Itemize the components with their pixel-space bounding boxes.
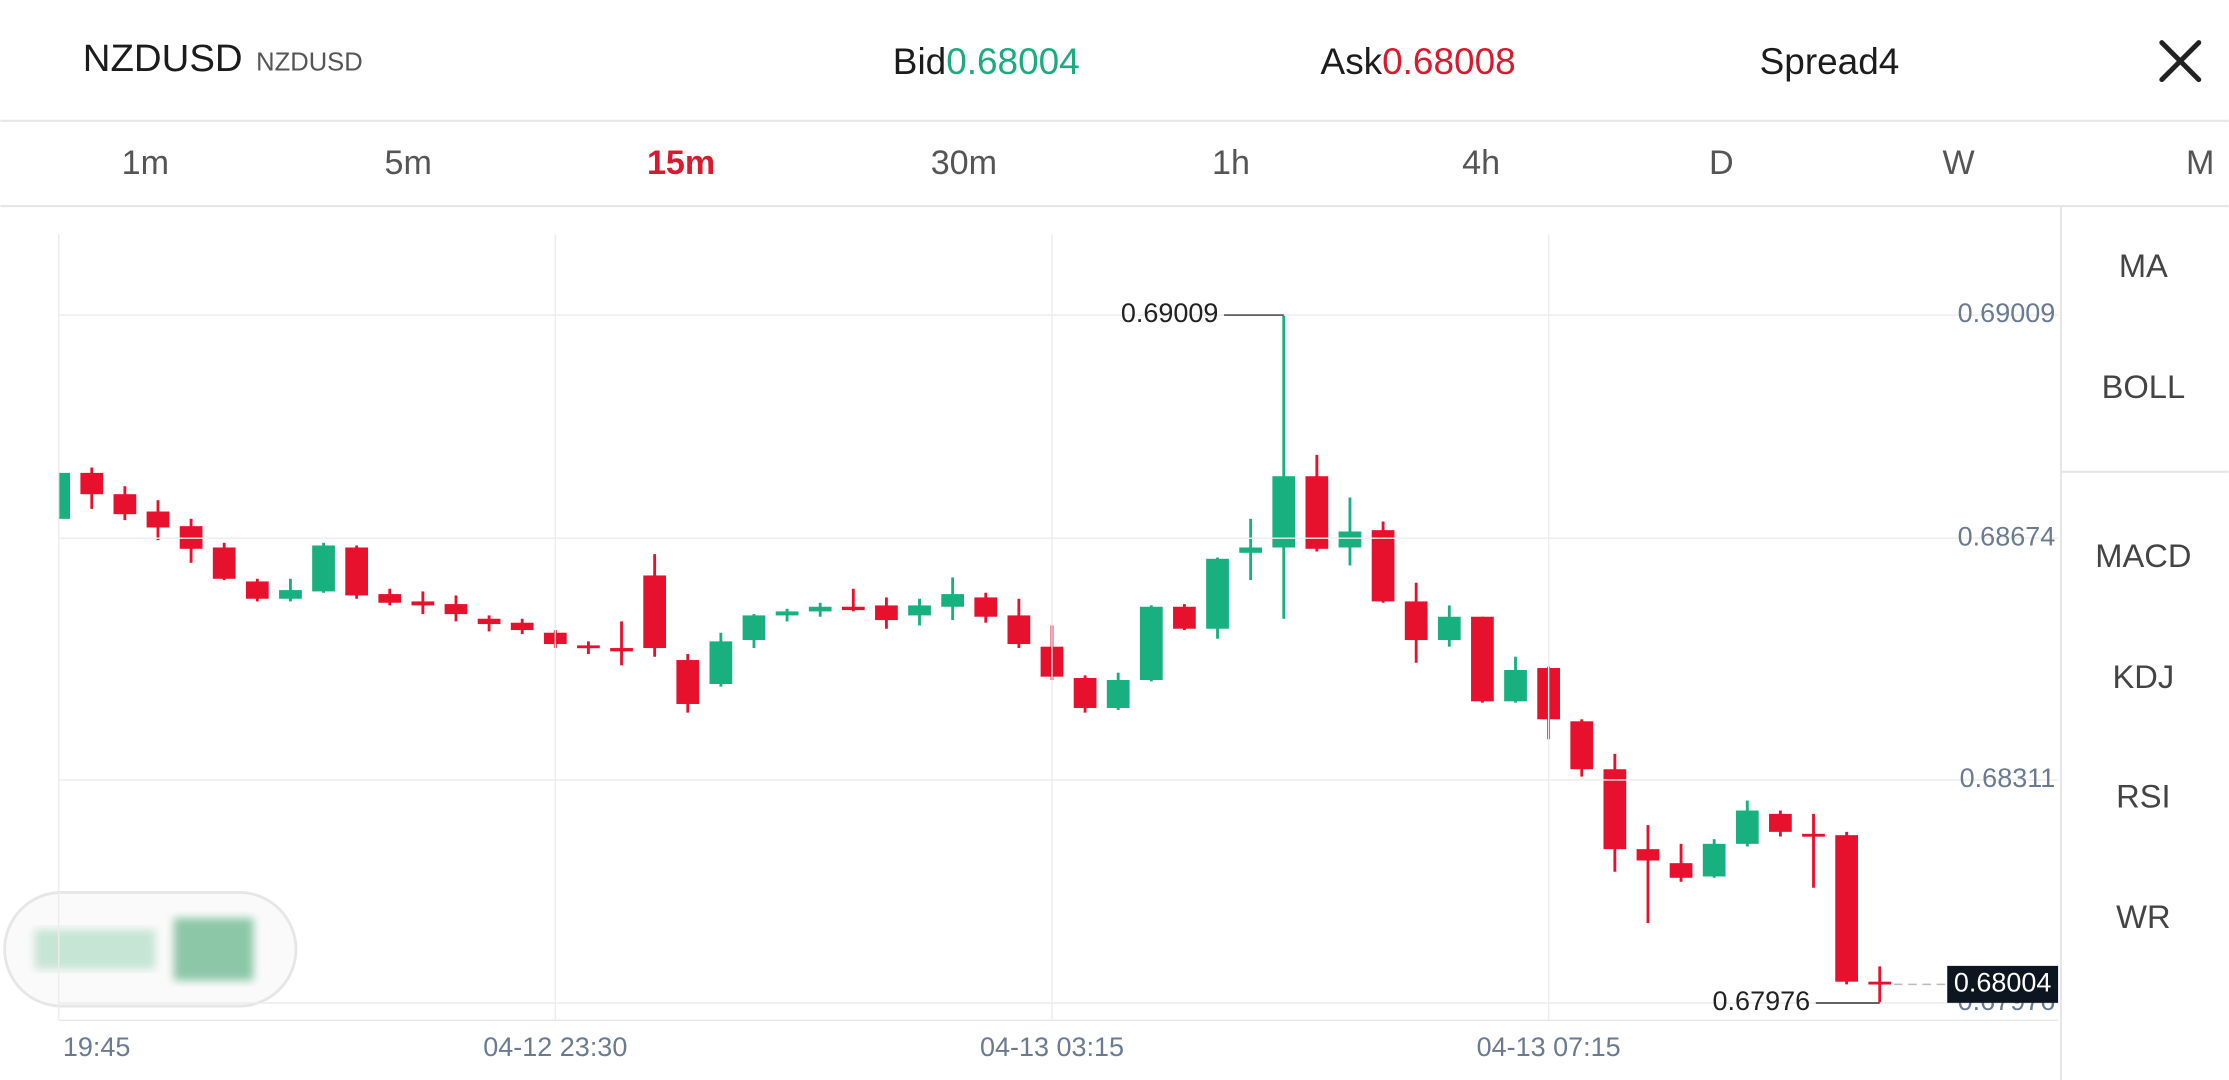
ask-value: 0.68008 [1382, 41, 1516, 82]
candle-body [941, 594, 965, 607]
high-marker-label: 0.69009 [1121, 298, 1219, 328]
close-icon[interactable] [2159, 40, 2202, 83]
indicator-button[interactable]: WR [2116, 898, 2170, 935]
timeframe-tab[interactable]: M [2186, 144, 2214, 182]
candle-body [245, 581, 269, 599]
candle-body [411, 601, 435, 606]
indicator-button[interactable]: KDJ [2112, 658, 2174, 695]
x-tick-label: 19:45 [63, 1032, 131, 1062]
candle-body [643, 575, 667, 649]
candle-body [808, 606, 832, 612]
candle-body [58, 472, 71, 519]
candle-body [1272, 476, 1296, 548]
close-button[interactable] [2159, 40, 2202, 83]
bid-label: Bid0.68004 [893, 41, 1080, 82]
candle-body [742, 615, 766, 641]
candle-body [676, 660, 700, 704]
candle-body [875, 605, 898, 621]
timeframe-tab[interactable]: 1h [1212, 144, 1250, 182]
candle-body [279, 590, 302, 599]
timeframe-tab[interactable]: 30m [931, 144, 997, 182]
candle-body [610, 648, 633, 652]
low-marker-label: 0.67976 [1713, 986, 1811, 1016]
candle-body [1206, 558, 1229, 629]
indicator-button[interactable]: BOLL [2102, 368, 2186, 405]
candle-body [1139, 606, 1163, 681]
candle-body [1802, 833, 1825, 837]
y-tick-label: 0.68674 [1958, 521, 2056, 551]
x-tick-label: 04-13 07:15 [1477, 1032, 1621, 1062]
widget-text [34, 929, 156, 970]
last-price-label: 0.68004 [1954, 967, 2052, 997]
candle-body [212, 547, 236, 579]
bid-label: Bid [893, 41, 946, 82]
x-tick-label: 04-12 23:30 [483, 1032, 627, 1062]
candle-body [146, 511, 170, 528]
candle-body [477, 618, 501, 625]
candle-body [1702, 843, 1726, 877]
last-price-box [1947, 965, 2059, 1003]
candle-body [1669, 863, 1693, 878]
timeframe-tab[interactable]: 4h [1462, 144, 1500, 182]
candle-body [908, 605, 931, 616]
spread-label: Spread [1760, 41, 1879, 82]
candle-body [1769, 813, 1792, 832]
indicator-button[interactable]: MACD [2095, 537, 2191, 574]
widget-icon [173, 918, 254, 981]
symbol: NZDUSD [83, 37, 243, 80]
candle-body [1404, 601, 1428, 641]
candle-body [841, 606, 865, 611]
spread-value: 4 [1879, 41, 1900, 82]
candle-body [1106, 680, 1130, 708]
timeframe-tab[interactable]: W [1943, 144, 1976, 182]
candle-body [1305, 476, 1329, 549]
candle-body [1570, 721, 1594, 770]
y-tick-label: 0.69009 [1958, 298, 2056, 328]
spread: Spread4 [1760, 41, 1900, 82]
bid-value: 0.68004 [946, 41, 1080, 82]
candle-body [974, 597, 998, 617]
candle-body [577, 645, 600, 649]
candle-body [1636, 849, 1660, 861]
candle-body [345, 547, 369, 596]
candle-body [1173, 606, 1196, 629]
candle-body [510, 622, 534, 631]
candle-body [312, 545, 335, 592]
ask-label: Ask [1321, 41, 1383, 82]
candle-body [775, 611, 799, 616]
timeframe-tab[interactable]: 15m [647, 144, 715, 182]
candle-body [1471, 616, 1494, 702]
candle-body [1504, 670, 1527, 702]
candle-body [709, 641, 733, 685]
indicator-button[interactable]: RSI [2116, 777, 2170, 814]
candle-body [1868, 981, 1892, 985]
candle-body [378, 594, 402, 603]
y-tick-label: 0.68311 [1960, 763, 2056, 793]
candle-body [1007, 615, 1031, 645]
candle-body [1735, 810, 1759, 844]
candle-body [1835, 835, 1858, 982]
candle-body [113, 494, 137, 515]
timeframe-tab[interactable]: D [1709, 144, 1734, 182]
x-tick-label: 04-13 03:15 [980, 1032, 1124, 1062]
candle-body [1437, 616, 1461, 641]
candle-body [1603, 769, 1627, 850]
symbol-sub: NZDUSD [256, 49, 363, 77]
candle-body [80, 472, 104, 495]
timeframe-tab[interactable]: 5m [385, 144, 432, 182]
candle-body [1338, 531, 1362, 548]
blurred-widget[interactable] [3, 891, 298, 1008]
candle-body [1239, 547, 1263, 553]
indicator-button[interactable]: MA [2119, 247, 2168, 284]
candle-body [444, 604, 468, 615]
timeframe-tab[interactable]: 1m [122, 144, 169, 182]
ask-label: Ask0.68008 [1321, 41, 1516, 82]
candle-body [1371, 530, 1395, 602]
candle-body [1073, 678, 1097, 708]
